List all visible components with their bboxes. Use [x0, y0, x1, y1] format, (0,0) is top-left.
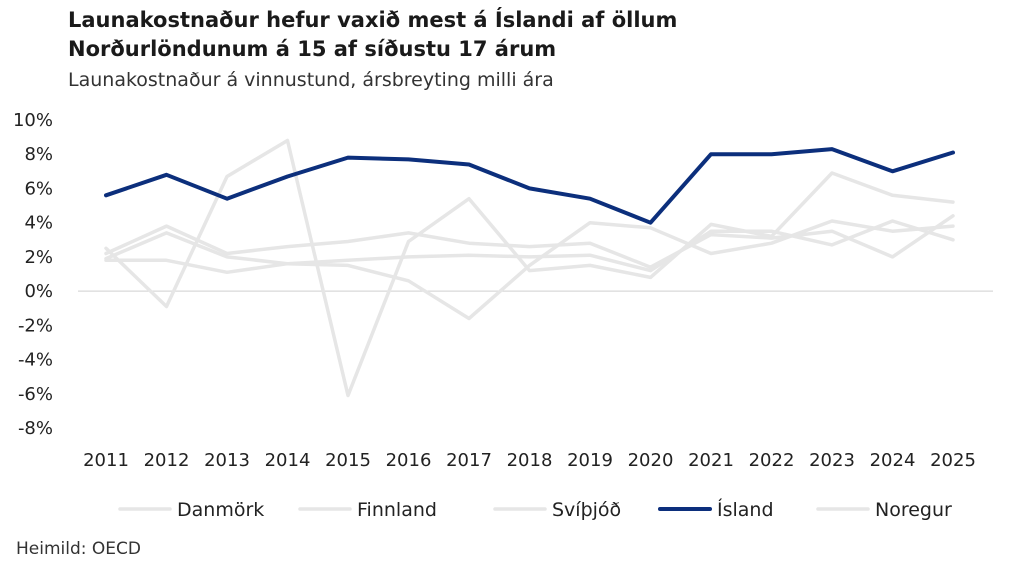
x-tick-label: 2014: [265, 450, 311, 471]
y-tick-label: -6%: [18, 384, 53, 405]
y-tick-label: -8%: [18, 418, 53, 439]
legend-label: Noregur: [875, 499, 952, 521]
x-tick-label: 2023: [809, 450, 855, 471]
chart-subtitle: Launakostnaður á vinnustund, ársbreyting…: [68, 69, 554, 91]
series-line-ísland: [104, 147, 955, 225]
x-tick-label: 2024: [870, 450, 916, 471]
y-tick-label: 10%: [13, 110, 53, 131]
series-line-noregur: [104, 219, 955, 275]
y-tick-label: 0%: [24, 281, 53, 302]
x-tick-label: 2013: [204, 450, 250, 471]
x-tick-label: 2020: [628, 450, 674, 471]
chart-title-line-2: Norðurlöndunum á 15 af síðustu 17 árum: [68, 37, 557, 61]
legend-label: Ísland: [717, 498, 774, 521]
x-tick-label: 2012: [144, 450, 190, 471]
x-tick-label: 2022: [749, 450, 795, 471]
legend-label: Danmörk: [177, 499, 264, 521]
y-tick-label: -2%: [18, 315, 53, 336]
series-line-finnland: [104, 219, 955, 321]
legend-label: Finnland: [357, 499, 437, 521]
series-line-danmörk: [104, 138, 955, 398]
y-tick-label: 4%: [24, 213, 53, 234]
source-note: Heimild: OECD: [16, 539, 141, 559]
x-tick-label: 2019: [567, 450, 613, 471]
x-tick-label: 2021: [688, 450, 734, 471]
x-tick-label: 2016: [386, 450, 432, 471]
legend-label: Svíþjóð: [552, 499, 621, 521]
y-tick-label: 2%: [24, 247, 53, 268]
series-line-svíþjóð: [104, 214, 955, 269]
x-tick-label: 2025: [930, 450, 976, 471]
y-tick-label: 6%: [24, 178, 53, 199]
x-tick-label: 2011: [83, 450, 129, 471]
x-tick-label: 2018: [507, 450, 553, 471]
y-tick-label: 8%: [24, 144, 53, 165]
chart-title: Launakostnaður hefur vaxið mest á Ísland…: [68, 6, 968, 64]
x-tick-label: 2015: [325, 450, 371, 471]
y-tick-label: -4%: [18, 350, 53, 371]
x-tick-label: 2017: [446, 450, 492, 471]
chart-title-line-1: Launakostnaður hefur vaxið mest á Ísland…: [68, 8, 678, 32]
